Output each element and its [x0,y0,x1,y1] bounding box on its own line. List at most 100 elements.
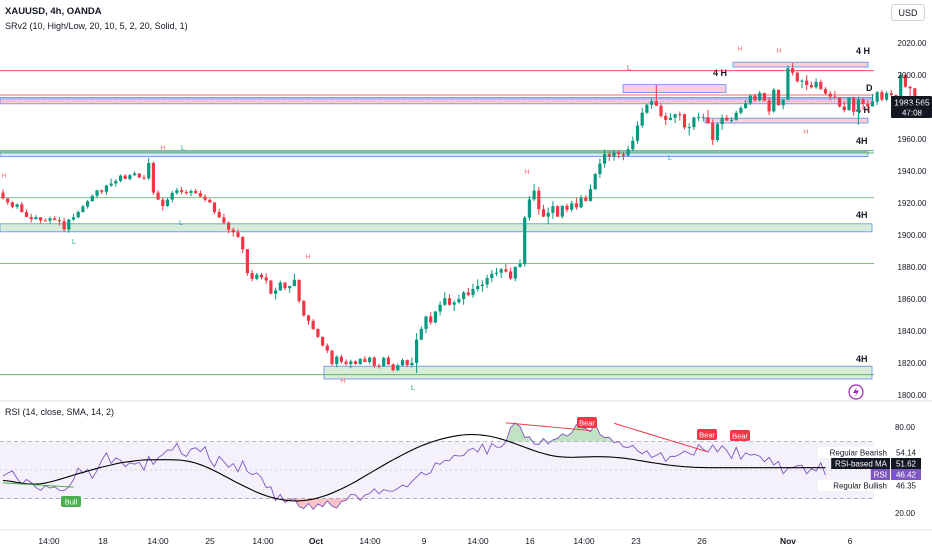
candle-body [34,217,38,220]
rsi-overbought-fill [604,437,610,442]
candle-body [443,298,447,305]
candle [560,205,564,219]
symbol-title: XAUUSD, 4h, OANDA [5,6,102,17]
zone-label: 4H [856,136,868,146]
pivot-label: L [179,218,183,227]
candle-body [189,191,193,193]
candle-body [137,173,141,178]
candle [697,112,701,122]
candle-body [274,290,278,294]
rsi-overbought-fill [576,424,582,442]
candle [494,267,499,276]
candle-body [739,107,743,113]
countdown-value: 47:08 [902,109,923,118]
candle [706,110,710,124]
candle [856,96,860,125]
candle-body [899,74,903,98]
candle [687,123,691,136]
candle-body [664,115,668,120]
candle-body [118,175,123,181]
candle-body [184,192,188,194]
candle [476,279,480,292]
candle [208,198,212,204]
candle-body [151,163,155,193]
candle-body [715,124,719,140]
candle [814,78,818,89]
candle [57,217,61,226]
candle [198,190,202,198]
badge-box [577,417,597,428]
rsi-legend[interactable]: RSI (14, close, SMA, 14, 2) [5,407,115,417]
candle [48,216,52,224]
candle-body [175,190,179,193]
candle [828,91,832,101]
candle [194,188,198,195]
indicator-legend[interactable]: SRv2 (10, High/Low, 20, 10, 5, 2, 20, So… [5,21,188,31]
candle-body [607,154,611,157]
candle [438,301,442,316]
price-tick-label: 2020.00 [898,39,927,48]
candle [532,183,536,202]
rsi-overbought-fill [599,434,605,442]
candle-body [410,363,414,366]
candle-body [781,99,785,106]
candle-body [236,232,240,237]
candle [90,194,94,202]
candle [885,91,889,102]
candle-body [885,93,889,100]
candle-body [753,95,757,101]
candle [565,203,569,213]
candle [866,99,870,112]
candle-body [386,357,390,365]
candle [231,227,235,237]
candle [109,178,113,187]
rsi-pane: Bull Bear Bear Bear [0,417,874,510]
candle [353,360,358,365]
candle-body [626,149,630,156]
rsi-value-tag: RSI-based MA 51.62 [831,458,921,469]
candle [255,272,259,281]
pivot-label: L [411,383,415,392]
candle-body [875,92,879,102]
rsi-oversold-fill [270,498,276,501]
price-tick-label: 1820.00 [898,359,927,368]
rsi-tag-label-box [818,447,890,458]
candle-body [513,266,517,279]
candle-body [438,304,442,312]
candle-body [349,361,353,364]
candle [546,207,550,225]
candle [523,215,527,267]
candle [626,145,630,157]
candle [903,74,907,88]
candle-body [48,218,52,221]
pivot-label: H [803,127,808,136]
candle [372,356,376,368]
candle [518,259,522,268]
candle [556,205,560,217]
time-tick-label: 25 [205,536,215,546]
candle [118,174,123,183]
candle [650,98,654,109]
candle-body [537,190,541,210]
rsi-tag-value: 51.62 [896,460,917,469]
candle [147,158,151,180]
pivot-label: H [160,143,165,152]
candle-body [570,203,574,210]
candle-body [400,360,405,366]
candle-body [222,217,226,223]
axes: 1983.56547:081800.001820.001840.001860.0… [0,39,932,546]
candle-body [57,220,61,222]
candle [24,209,29,218]
candle-body [109,183,113,186]
candle [386,355,390,366]
candle [34,215,38,220]
currency-button[interactable]: USD [891,4,925,21]
candle-body [250,273,254,279]
candle [805,75,809,91]
candle-body [10,202,14,207]
candle-body [86,201,90,207]
candle [504,264,508,273]
candle [43,218,47,222]
logo-bolt [853,387,859,397]
